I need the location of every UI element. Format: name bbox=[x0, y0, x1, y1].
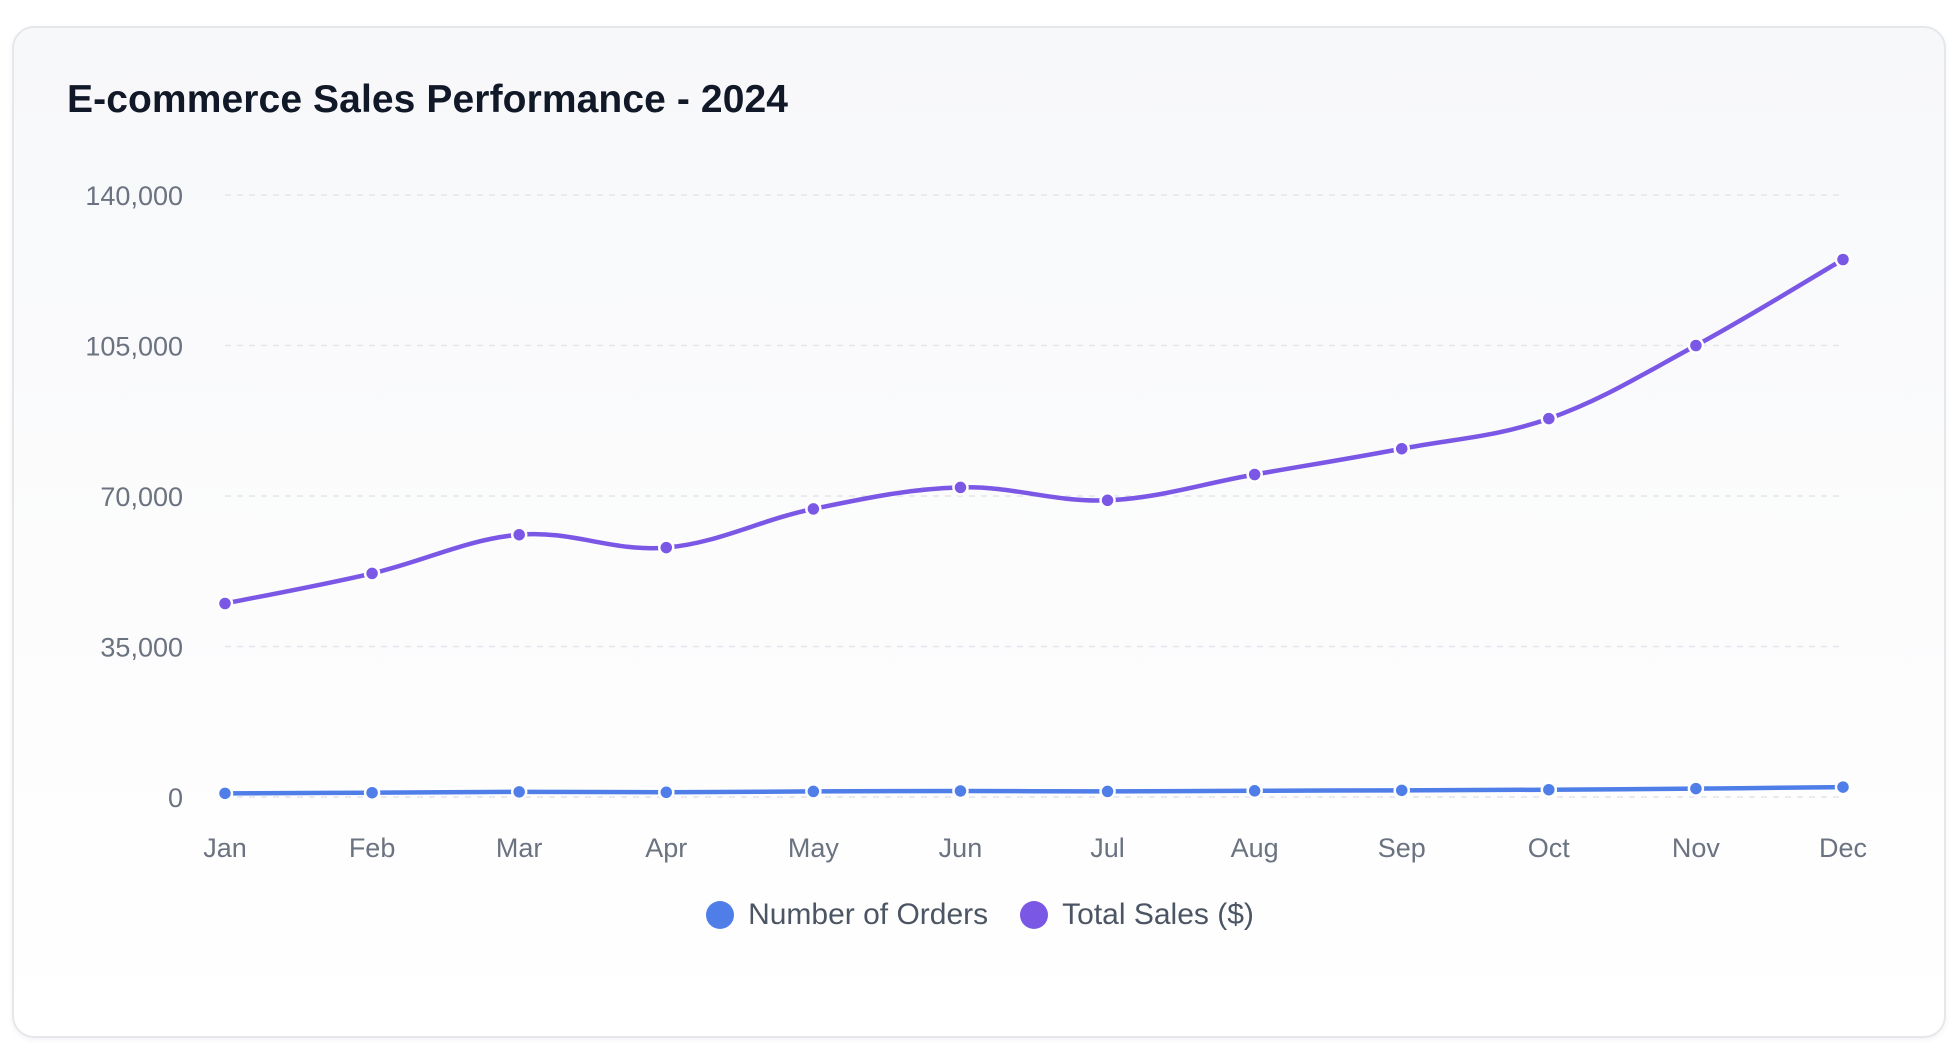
legend-swatch bbox=[1020, 901, 1049, 929]
data-point[interactable] bbox=[658, 784, 675, 801]
data-point[interactable] bbox=[1834, 251, 1852, 268]
x-tick-label: Apr bbox=[645, 833, 687, 863]
data-point[interactable] bbox=[1687, 337, 1705, 354]
x-tick-label: Aug bbox=[1231, 833, 1279, 863]
data-point[interactable] bbox=[805, 783, 822, 800]
x-tick-label: Jun bbox=[939, 833, 983, 863]
x-tick-label: Dec bbox=[1819, 833, 1867, 863]
data-point[interactable] bbox=[952, 479, 969, 496]
data-point[interactable] bbox=[805, 500, 822, 518]
data-point[interactable] bbox=[952, 782, 969, 800]
legend-item-total-sales[interactable]: Total Sales ($) bbox=[1020, 898, 1254, 932]
series-line bbox=[222, 257, 1846, 606]
data-point[interactable] bbox=[1246, 782, 1263, 800]
data-point[interactable] bbox=[510, 783, 528, 801]
y-tick-label: 105,000 bbox=[85, 332, 183, 362]
x-axis-ticks: Jan Feb Mar Apr May Jun Jul Aug Sep Oct Nov Dec bbox=[203, 833, 1867, 863]
x-tick-label: Jul bbox=[1090, 833, 1125, 863]
x-tick-label: Sep bbox=[1378, 833, 1426, 863]
data-point[interactable] bbox=[1540, 410, 1558, 427]
data-point[interactable] bbox=[216, 595, 234, 612]
x-tick-label: Jan bbox=[203, 833, 247, 863]
chart-legend: Number of Orders Total Sales ($) bbox=[0, 898, 1960, 932]
x-tick-label: Feb bbox=[349, 833, 396, 863]
series-line bbox=[222, 784, 1846, 796]
data-point[interactable] bbox=[363, 565, 381, 582]
legend-item-number-of-orders[interactable]: Number of Orders bbox=[706, 898, 988, 932]
chart-title: E-commerce Sales Performance - 2024 bbox=[67, 78, 789, 121]
x-tick-label: Nov bbox=[1672, 833, 1721, 863]
data-point[interactable] bbox=[1540, 781, 1558, 798]
legend-label: Number of Orders bbox=[748, 898, 989, 931]
y-tick-label: 35,000 bbox=[100, 633, 183, 663]
data-point[interactable] bbox=[1393, 782, 1410, 799]
y-tick-label: 70,000 bbox=[100, 482, 183, 512]
x-tick-label: Mar bbox=[496, 833, 543, 863]
series-total-sales bbox=[216, 251, 1852, 612]
data-point[interactable] bbox=[1834, 778, 1852, 796]
data-point[interactable] bbox=[658, 539, 675, 556]
data-point[interactable] bbox=[1099, 783, 1116, 800]
data-point[interactable] bbox=[363, 784, 381, 801]
data-point[interactable] bbox=[1099, 492, 1116, 509]
y-tick-label: 140,000 bbox=[85, 181, 183, 211]
legend-swatch bbox=[706, 901, 735, 929]
y-axis-ticks: 0 35,000 70,000 105,000 140,000 bbox=[85, 181, 183, 813]
series-number-of-orders bbox=[216, 778, 1852, 802]
legend-label: Total Sales ($) bbox=[1062, 898, 1254, 931]
data-point[interactable] bbox=[216, 785, 234, 802]
data-point[interactable] bbox=[510, 526, 528, 543]
x-tick-label: Oct bbox=[1528, 833, 1571, 863]
data-point[interactable] bbox=[1687, 780, 1705, 797]
series-lines bbox=[216, 251, 1852, 802]
data-point[interactable] bbox=[1393, 440, 1410, 457]
y-tick-label: 0 bbox=[168, 783, 183, 813]
data-point[interactable] bbox=[1246, 466, 1263, 483]
x-tick-label: May bbox=[788, 833, 840, 863]
